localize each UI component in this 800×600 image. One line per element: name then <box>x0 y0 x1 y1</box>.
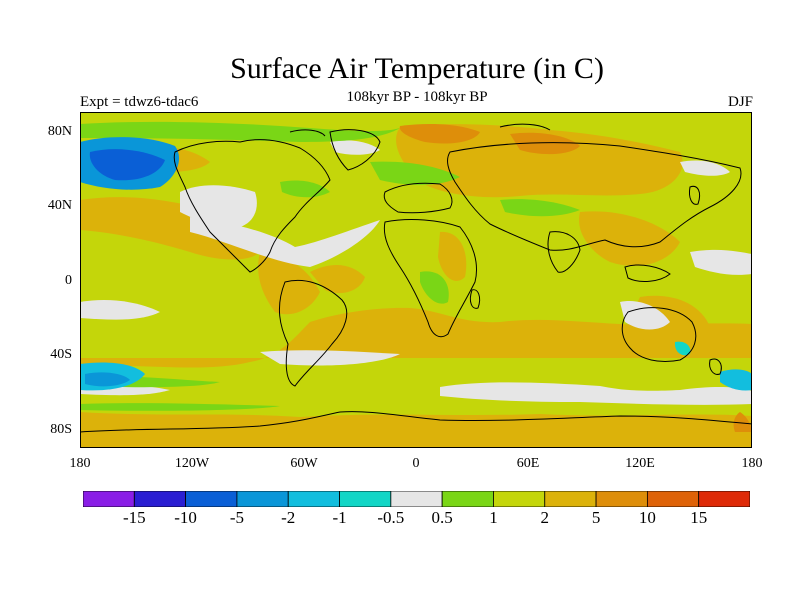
colorbar-swatch <box>646 491 700 507</box>
lon-tick-180-right: 180 <box>741 456 763 471</box>
temperature-map <box>80 112 752 448</box>
lon-tick-60w: 60W <box>290 456 318 471</box>
lon-tick-0: 0 <box>412 456 420 471</box>
colorbar-swatch <box>83 491 135 507</box>
plot-title: Surface Air Temperature (in C) <box>230 52 604 85</box>
colorbar <box>83 491 750 507</box>
plot-subtitle: 108kyr BP - 108kyr BP <box>346 89 488 105</box>
colorbar-label: 5 <box>591 508 601 527</box>
mild-regions <box>80 121 580 411</box>
neutral-regions <box>80 140 752 405</box>
map-frame <box>80 112 752 448</box>
colorbar-swatch <box>287 491 340 507</box>
lon-tick-60e: 60E <box>516 456 540 471</box>
colorbar-label: -1 <box>332 508 347 527</box>
colorbar-swatch <box>441 491 494 507</box>
colorbar-label: -5 <box>229 508 244 527</box>
colorbar-swatch <box>185 491 238 507</box>
lat-tick-0: 0 <box>65 273 72 288</box>
colorbar-swatch <box>390 491 443 507</box>
colorbar-label: 2 <box>540 508 550 527</box>
colorbar-swatch <box>544 491 597 507</box>
lon-tick-120w: 120W <box>174 456 210 471</box>
colorbar-swatch <box>493 491 546 507</box>
colorbar-label: 0.5 <box>431 508 453 527</box>
experiment-label: Expt = tdwz6-tdac6 <box>80 94 199 110</box>
lon-tick-180-left: 180 <box>69 456 91 471</box>
colorbar-label: 10 <box>638 508 656 527</box>
colorbar-swatch <box>339 491 392 507</box>
hot-regions <box>399 124 752 432</box>
lat-tick-80s: 80S <box>50 422 72 437</box>
colorbar-label: -15 <box>122 508 146 527</box>
cold-regions <box>80 137 752 391</box>
lon-tick-120e: 120E <box>625 456 655 471</box>
colorbar-label: -0.5 <box>377 508 405 527</box>
lat-tick-40s: 40S <box>50 347 72 362</box>
colorbar-label: -10 <box>174 508 197 527</box>
colorbar-swatch <box>133 491 187 507</box>
colorbar-label: -2 <box>281 508 296 527</box>
coastlines <box>80 123 752 433</box>
colorbar-swatch <box>595 491 648 507</box>
season-label: DJF <box>727 94 753 110</box>
lat-tick-40n: 40N <box>47 198 72 213</box>
colorbar-label: 1 <box>489 508 498 527</box>
lat-tick-80n: 80N <box>47 124 72 139</box>
colorbar-label: 15 <box>690 508 708 527</box>
colorbar-swatch <box>236 491 289 507</box>
colorbar-swatch <box>698 491 750 507</box>
